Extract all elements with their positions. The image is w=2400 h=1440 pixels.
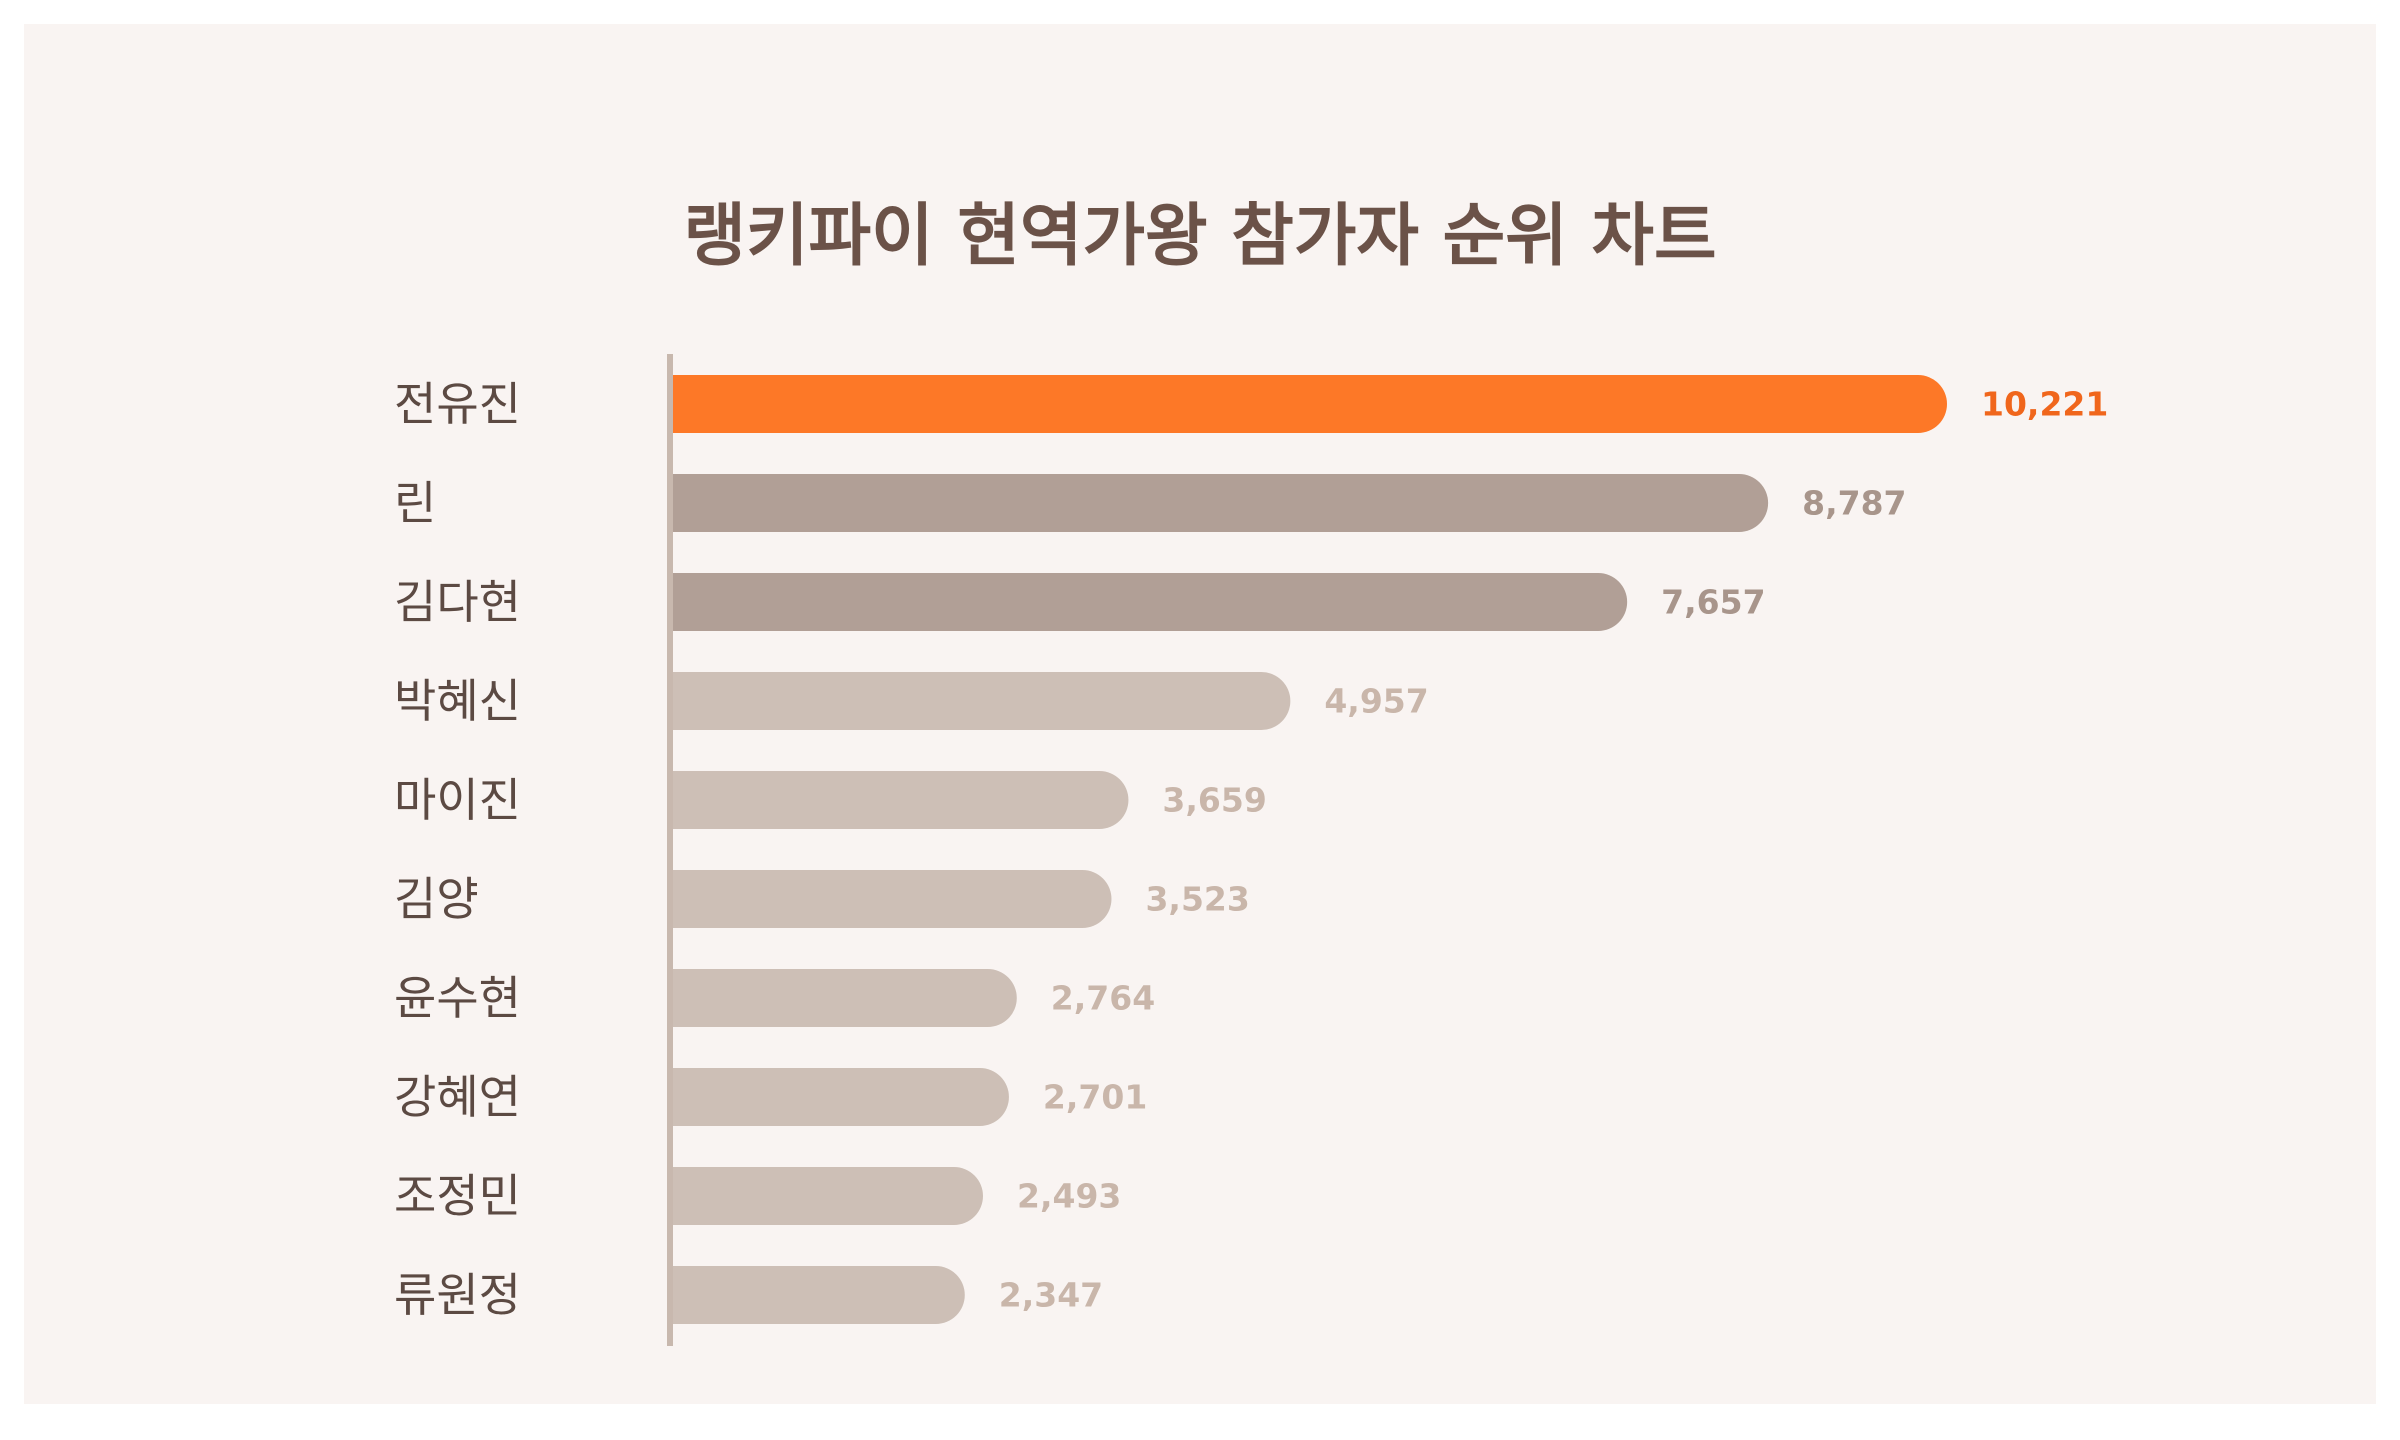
value-label: 2,347 xyxy=(999,1276,1103,1315)
bar-7 xyxy=(672,969,1017,1027)
bar-1 xyxy=(672,375,1947,433)
value-label: 2,493 xyxy=(1017,1177,1121,1216)
labels-layer: 전유진 10,221 린 8,787 김다현 7,657 박혜신 4,957 마이진 3,659 김… xyxy=(394,377,2108,1322)
value-label: 4,957 xyxy=(1324,682,1428,721)
bar-9 xyxy=(672,1167,983,1225)
category-label: 조정민 xyxy=(394,1169,521,1223)
value-label: 2,764 xyxy=(1051,979,1155,1018)
category-label: 윤수현 xyxy=(394,971,521,1025)
category-label: 박혜신 xyxy=(394,674,521,728)
value-label: 7,657 xyxy=(1661,583,1765,622)
bar-8 xyxy=(672,1068,1009,1126)
bar-4 xyxy=(672,672,1291,730)
chart-title: 랭키파이 현역가왕 참가자 순위 차트 xyxy=(683,197,1717,276)
category-label: 김양 xyxy=(394,872,479,926)
category-label: 류원정 xyxy=(394,1268,521,1322)
value-label: 2,701 xyxy=(1043,1078,1147,1117)
value-label: 3,659 xyxy=(1162,781,1266,820)
category-label: 전유진 xyxy=(394,377,521,431)
value-label: 8,787 xyxy=(1802,484,1906,523)
bar-5 xyxy=(672,771,1129,829)
bar-6 xyxy=(672,870,1112,928)
category-label: 강혜연 xyxy=(394,1070,521,1124)
bars-layer xyxy=(672,375,1947,1324)
bar-2 xyxy=(672,474,1769,532)
category-label: 마이진 xyxy=(394,773,521,827)
value-label: 3,523 xyxy=(1145,880,1249,919)
category-label: 김다현 xyxy=(394,575,521,629)
bar-10 xyxy=(672,1266,965,1324)
bar-3 xyxy=(672,573,1628,631)
category-label: 린 xyxy=(394,476,436,530)
value-label: 10,221 xyxy=(1981,385,2108,424)
